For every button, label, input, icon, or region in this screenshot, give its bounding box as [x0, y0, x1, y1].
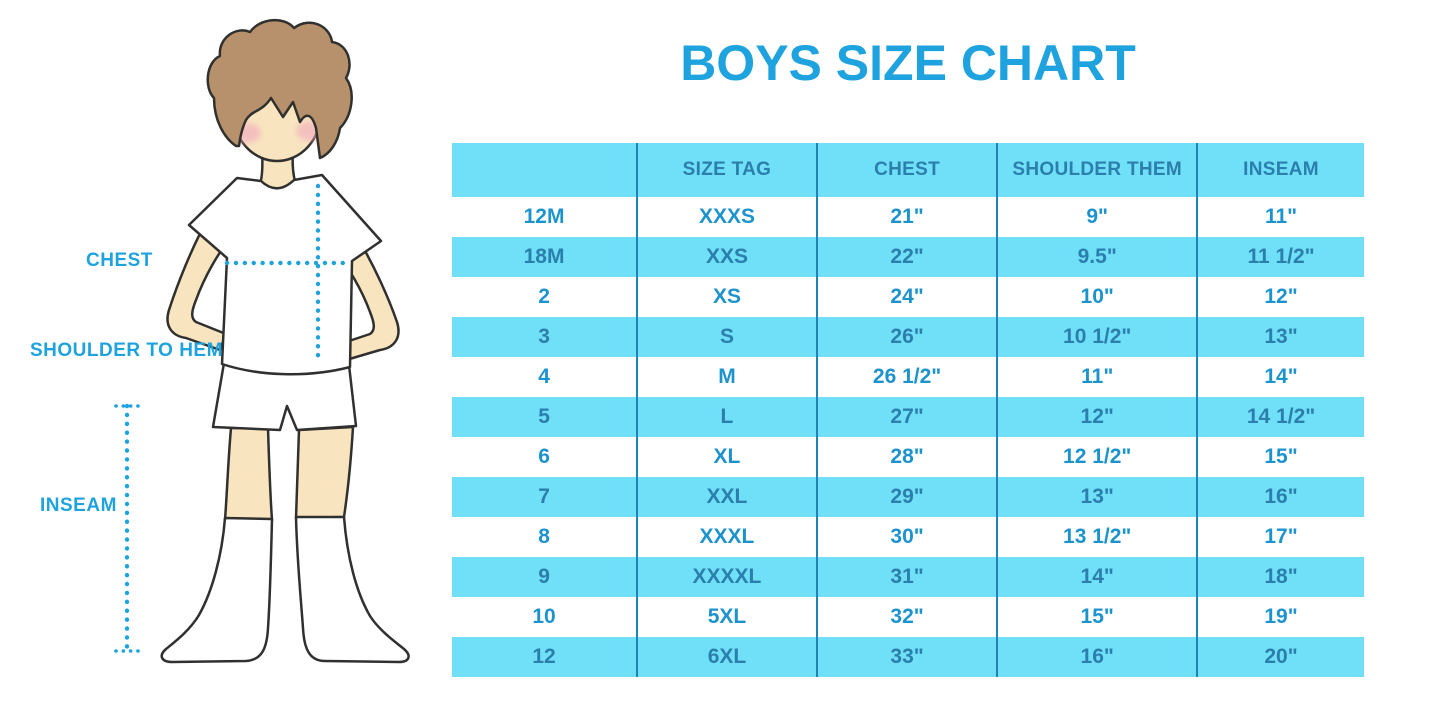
- table-cell: 2: [452, 277, 639, 317]
- table-cell: 9": [997, 197, 1199, 237]
- table-cell: 7: [452, 477, 639, 517]
- table-cell: XXXL: [637, 517, 818, 557]
- table-cell: XXXS: [637, 197, 818, 237]
- table-header-row: SIZE TAG CHEST SHOULDER THEM INSEAM: [452, 143, 1364, 197]
- table-cell: 14": [997, 557, 1199, 597]
- table-cell: 12: [452, 637, 639, 677]
- table-cell: S: [637, 317, 818, 357]
- table-cell: 13 1/2": [997, 517, 1199, 557]
- left-sock: [160, 516, 274, 664]
- table-cell: 14": [1264, 365, 1298, 388]
- header-cell: SHOULDER THEM: [997, 143, 1199, 197]
- shoulder-to-hem-label: SHOULDER TO HEM: [30, 340, 223, 361]
- table-cell: 9.5": [997, 237, 1199, 277]
- table-cell: 16": [1264, 485, 1298, 508]
- table-cell: 18M: [452, 237, 639, 277]
- table-cell: 27": [816, 397, 999, 437]
- table-cell: 14 1/2": [1246, 405, 1316, 428]
- size-chart-table: SIZE TAG CHEST SHOULDER THEM INSEAM 12M XXXS…: [452, 143, 1364, 677]
- table-cell: 30": [816, 517, 999, 557]
- table-row: 9 XXXXL 31" 14" 18": [452, 557, 1364, 597]
- table-cell: 31": [816, 557, 999, 597]
- table-cell: 3: [452, 317, 639, 357]
- header-cell: CHEST: [816, 143, 999, 197]
- table-cell: XL: [637, 437, 818, 477]
- table-cell: 13": [1264, 325, 1298, 348]
- table-row: 2 XS 24" 10" 12": [452, 277, 1364, 317]
- table-cell: XXL: [637, 477, 818, 517]
- measurement-figure: CHEST SHOULDER TO HEM INSEAM: [0, 0, 460, 723]
- table-cell: XXXXL: [637, 557, 818, 597]
- table-body: 12M XXXS 21" 9" 11" 18M XXS 22" 9.5" 11 1/2" 2 XS 24…: [452, 197, 1364, 677]
- table-cell: 28": [816, 437, 999, 477]
- table-cell: M: [637, 357, 818, 397]
- table-cell: 8: [452, 517, 639, 557]
- table-row: 8 XXXL 30" 13 1/2" 17": [452, 517, 1364, 557]
- table-cell: XS: [637, 277, 818, 317]
- table-cell: 20": [1264, 645, 1298, 668]
- table-row: 5 L 27" 12" 14 1/2": [452, 397, 1364, 437]
- table-row: 3 S 26" 10 1/2" 13": [452, 317, 1364, 357]
- table-row: 4 M 26 1/2" 11" 14": [452, 357, 1364, 397]
- table-cell: 21": [816, 197, 999, 237]
- boy-illustration: [114, 19, 410, 664]
- table-cell: 12": [1264, 285, 1298, 308]
- table-cell: 5XL: [637, 597, 818, 637]
- table-row: 18M XXS 22" 9.5" 11 1/2": [452, 237, 1364, 277]
- hair: [206, 19, 353, 160]
- table-cell: 15": [997, 597, 1199, 637]
- table-cell: 29": [816, 477, 999, 517]
- table-cell: 11 1/2": [1247, 245, 1315, 268]
- table-cell: 6XL: [637, 637, 818, 677]
- page-title: BOYS SIZE CHART: [680, 35, 1136, 91]
- table-cell: 19": [1264, 605, 1298, 628]
- table-row: 6 XL 28" 12 1/2" 15": [452, 437, 1364, 477]
- right-leg: [294, 425, 355, 520]
- table-cell: L: [637, 397, 818, 437]
- measurement-guides: [114, 183, 349, 654]
- t-shirt: [187, 173, 383, 376]
- chest-label: CHEST: [86, 250, 153, 271]
- table-cell: 12 1/2": [997, 437, 1199, 477]
- table-cell: 10: [452, 597, 639, 637]
- table-row: 7 XXL 29" 13" 16": [452, 477, 1364, 517]
- table-cell: 11": [1264, 205, 1298, 228]
- table-cell: 13": [997, 477, 1199, 517]
- inseam-label: INSEAM: [40, 495, 117, 516]
- header-cell: [452, 143, 639, 197]
- table-row: 12 6XL 33" 16" 20": [452, 637, 1364, 677]
- table-cell: 16": [997, 637, 1199, 677]
- header-cell: SIZE TAG: [637, 143, 818, 197]
- table-cell: 4: [452, 357, 639, 397]
- table-cell: 26": [816, 317, 999, 357]
- table-cell: 26 1/2": [816, 357, 999, 397]
- table-cell: 12M: [452, 197, 639, 237]
- table-cell: 10 1/2": [997, 317, 1199, 357]
- table-cell: XXS: [637, 237, 818, 277]
- left-leg: [223, 426, 274, 522]
- table-cell: 11": [997, 357, 1199, 397]
- table-cell: 18": [1264, 565, 1298, 588]
- header-cell: INSEAM: [1243, 159, 1319, 180]
- table-cell: 10": [997, 277, 1199, 317]
- table-cell: 12": [997, 397, 1199, 437]
- table-cell: 24": [816, 277, 999, 317]
- table-cell: 6: [452, 437, 639, 477]
- table-cell: 9: [452, 557, 639, 597]
- table-cell: 22": [816, 237, 999, 277]
- table-row: 10 5XL 32" 15" 19": [452, 597, 1364, 637]
- table-cell: 5: [452, 397, 639, 437]
- table-cell: 15": [1264, 445, 1298, 468]
- table-cell: 17": [1264, 525, 1298, 548]
- table-cell: 33": [816, 637, 999, 677]
- table-cell: 32": [816, 597, 999, 637]
- right-sock: [294, 515, 410, 664]
- table-row: 12M XXXS 21" 9" 11": [452, 197, 1364, 237]
